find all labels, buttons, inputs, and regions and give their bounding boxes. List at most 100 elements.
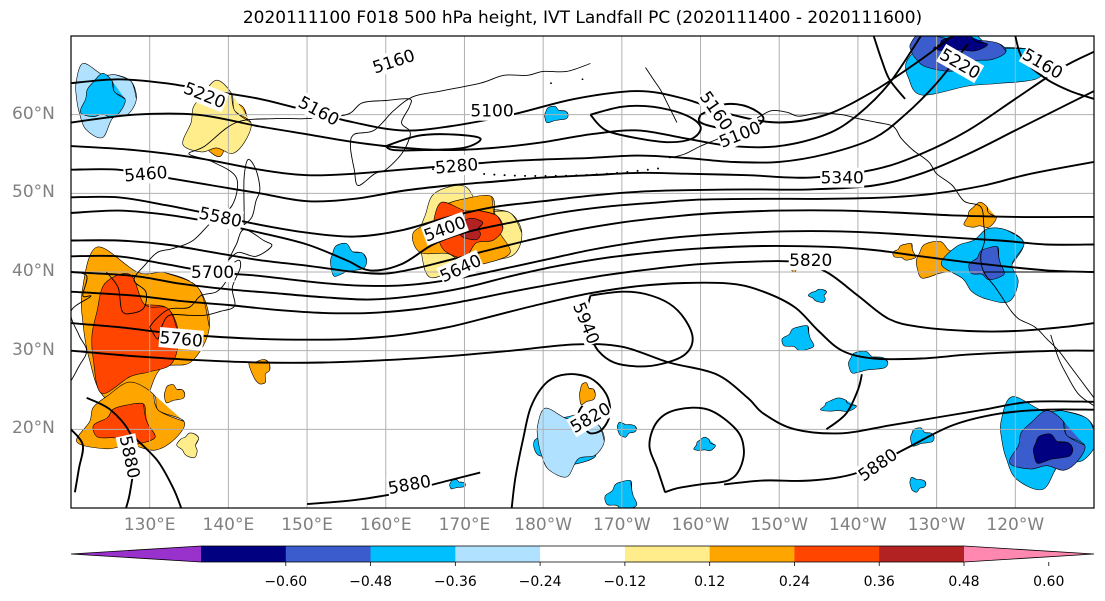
contour-label-bg-2 [294, 91, 344, 130]
map-frame [70, 35, 1095, 509]
contour-label-bg-7 [123, 161, 169, 186]
island-6 [493, 173, 496, 176]
contour-label-3: 5100 [470, 102, 513, 122]
height-contour-8 [71, 245, 1094, 301]
contour-label-bg-10 [420, 211, 469, 246]
contour-label-bg-9 [196, 202, 245, 232]
contour-label-bg-1 [180, 77, 229, 113]
island-22 [657, 167, 660, 170]
contour-label-group-6: 5280 [433, 153, 480, 179]
height-contour-19 [385, 133, 482, 152]
contour-label-bg-16 [566, 397, 615, 438]
contour-label-bg-6 [433, 153, 480, 178]
latitude-label: 50°N [12, 182, 55, 203]
contour-label-group-13: 5700 [190, 262, 235, 283]
height-contour-20 [133, 436, 183, 508]
height-contour-3 [71, 50, 1094, 203]
longitude-label: 170°W [592, 515, 651, 535]
colorbar-tick-label: 0.60 [1033, 574, 1065, 590]
ivt-shade-19 [79, 72, 126, 118]
height-contour-23 [825, 374, 863, 431]
height-contour-16 [723, 408, 1094, 486]
contour-label-bg-11 [436, 249, 485, 287]
colorbar-segment-8 [879, 546, 965, 562]
longitude-label: 160°E [359, 515, 412, 535]
ivt-shade-6 [248, 359, 271, 385]
colorbar-extend-high [964, 546, 1094, 562]
height-contour-14 [648, 406, 745, 494]
island-5 [483, 173, 486, 176]
longitude-label: 140°W [829, 515, 887, 535]
height-contour-6 [71, 209, 1094, 275]
ivt-shade-15 [892, 243, 917, 261]
contour-label-bg-21 [1018, 43, 1067, 84]
colorbar-outline [70, 545, 1095, 563]
coastline-2 [149, 259, 242, 340]
colorbar-segment-1 [285, 546, 372, 562]
contour-label-bg-0 [369, 44, 418, 78]
ivt-shade-39 [910, 427, 935, 447]
islet-3 [581, 78, 584, 81]
colorbar-tick-label: 0.24 [778, 574, 811, 590]
contour-label-bg-20 [936, 43, 985, 84]
ivt-shade-17 [579, 382, 596, 406]
contour-label-group-3: 5100 [470, 100, 514, 122]
island-8 [513, 174, 516, 177]
contour-label-13: 5700 [191, 263, 234, 283]
height-contour-5 [71, 160, 1094, 272]
height-contour-9 [71, 259, 1094, 333]
colorbar-tick-label: −0.36 [433, 574, 477, 590]
contour-label-bg-8 [820, 167, 865, 188]
contour-label-8: 5340 [821, 169, 864, 189]
height-contour-1 [71, 36, 922, 152]
colorbar-tick-label: 0.12 [694, 574, 726, 590]
colorbar-extend-low [71, 546, 201, 562]
ivt-shade-41 [449, 479, 466, 490]
contour-label-7: 5460 [123, 163, 168, 187]
map-title: 2020111100 F018 500 hPa height, IVT Land… [242, 8, 923, 28]
ivt-shade-5 [163, 384, 186, 404]
colorbar-segment-0 [201, 546, 287, 562]
island-7 [503, 174, 506, 177]
coastline-3 [227, 229, 273, 261]
island-9 [524, 174, 527, 177]
contour-label-group-8: 5340 [820, 167, 865, 189]
colorbar-tick-label: 0.36 [863, 574, 895, 590]
latitude-label: 30°N [12, 339, 55, 360]
island-20 [636, 169, 639, 172]
colorbar-tick-label: −0.24 [518, 574, 562, 590]
latitude-label: 40°N [12, 261, 55, 281]
contour-label-bg-3 [470, 100, 514, 121]
longitude-label: 180°W [514, 515, 573, 535]
contour-label-bg-15 [158, 327, 204, 351]
longitude-label: 140°E [202, 515, 255, 535]
contour-label-bg-13 [190, 262, 235, 282]
longitude-label: 130°W [907, 515, 966, 535]
ivt-shade-38 [604, 479, 638, 508]
longitude-label: 170°E [438, 515, 491, 535]
ivt-shade-40 [909, 476, 927, 493]
latitude-label: 20°N [12, 418, 55, 439]
longitude-label: 120°W [986, 515, 1045, 535]
colorbar-segment-5 [624, 546, 711, 562]
contour-label-bg-17 [115, 433, 145, 481]
colorbar-tick-label: 0.48 [948, 574, 980, 590]
colorbar-tick-label: −0.12 [603, 574, 647, 590]
height-contour-2 [71, 43, 969, 177]
coastline-6 [645, 67, 678, 123]
height-contour-10 [71, 281, 1094, 361]
colorbar-segment-4 [540, 546, 626, 562]
height-contour-22 [71, 428, 85, 493]
colorbar-tick-label: −0.60 [264, 574, 308, 590]
contour-label-bg-4 [695, 86, 738, 135]
longitude-label: 150°E [281, 515, 333, 535]
coastline-0 [71, 271, 92, 382]
island-0 [431, 168, 434, 171]
colorbar-segment-3 [455, 546, 541, 562]
contour-label-bg-14 [568, 298, 604, 348]
contour-label-bg-5 [715, 116, 765, 152]
colorbar-segment-6 [709, 546, 795, 562]
island-10 [534, 174, 537, 177]
islet-1 [448, 27, 450, 29]
